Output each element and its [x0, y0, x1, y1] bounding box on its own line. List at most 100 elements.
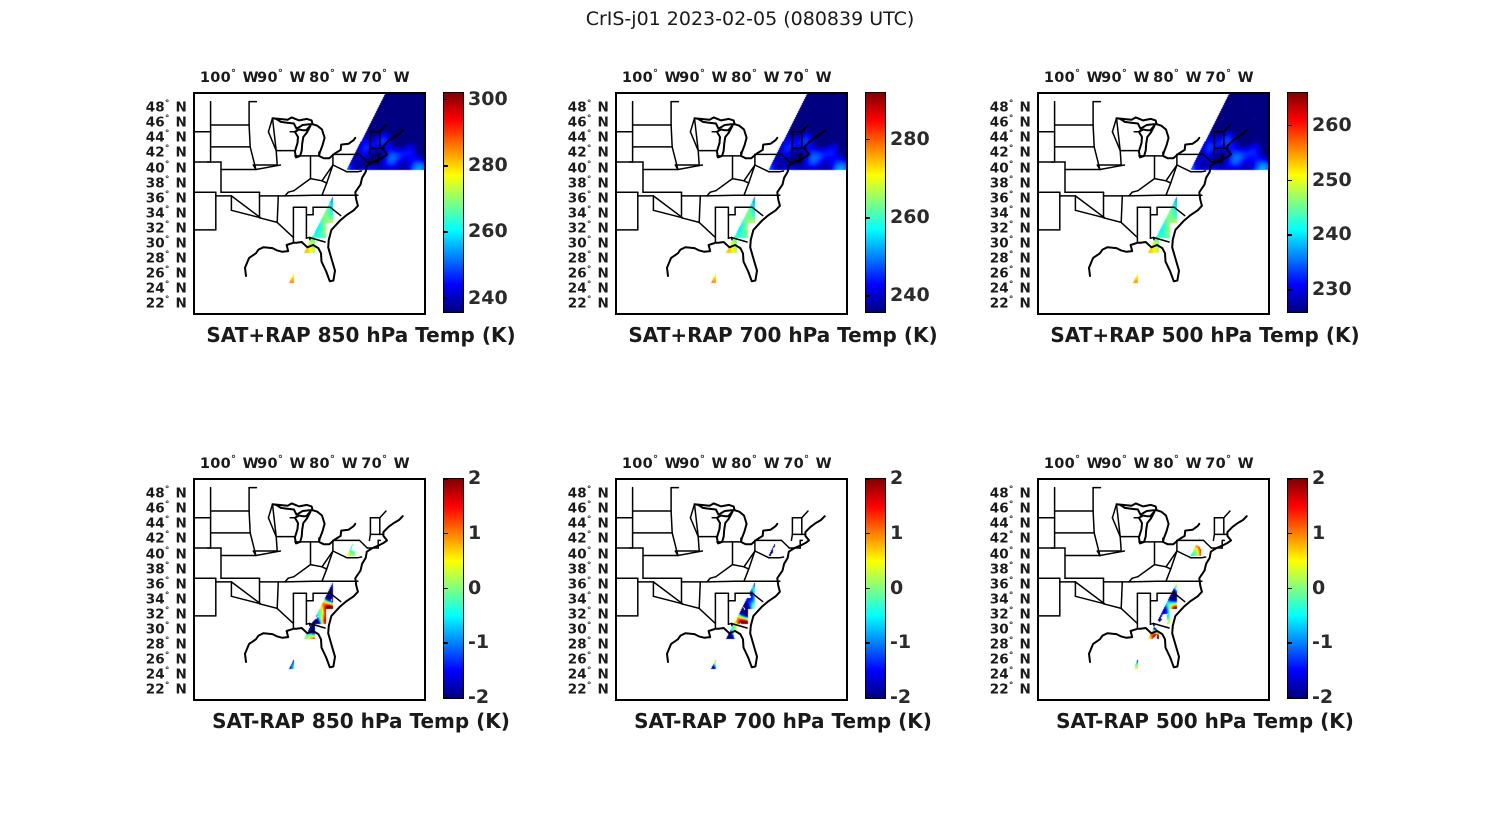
- lat-tick-28N: 28° N: [989, 249, 1031, 267]
- lon-tick-100W: 100° W: [1043, 454, 1103, 472]
- colorbar-nub: [865, 295, 870, 297]
- lat-tick-22N: 22° N: [567, 681, 609, 698]
- lon-tick-labels: 100° W 90° W 80° W 70° W: [615, 68, 844, 88]
- lat-tick-40N: 40° N: [567, 545, 609, 562]
- lon-tick-100W: 100° W: [199, 454, 259, 472]
- lat-tick-24N: 24° N: [989, 666, 1031, 683]
- lat-tick-22N: 22° N: [989, 681, 1031, 698]
- lon-tick-100W: 100° W: [199, 68, 259, 86]
- lon-tick-labels: 100° W 90° W 80° W 70° W: [193, 68, 422, 88]
- figure-title: CrIS-j01 2023-02-05 (080839 UTC): [585, 8, 915, 30]
- temperature-field-canvas: [617, 480, 846, 699]
- colorbar-tick-2: 2: [890, 467, 904, 489]
- lat-tick-34N: 34° N: [567, 590, 609, 608]
- colorbar-tick--1: -1: [1312, 631, 1334, 654]
- panel-sat-rap-diff-500: 100° W 90° W 80° W 70° W 48° N 46° N 44° N 42° …: [985, 440, 1425, 790]
- map-plot-sat-rap-diff-500: [1037, 478, 1270, 701]
- map-boundaries-overlay: [1039, 100, 1248, 283]
- colorbar-tick-260: 260: [468, 220, 508, 243]
- lon-tick-80W: 80° W: [309, 454, 358, 472]
- lon-tick-70W: 70° W: [783, 454, 832, 472]
- lat-tick-30N: 30° N: [567, 234, 609, 252]
- temperature-field-canvas: [617, 94, 846, 313]
- lat-tick-42N: 42° N: [145, 144, 187, 161]
- lat-tick-30N: 30° N: [989, 620, 1031, 638]
- lat-tick-26N: 26° N: [145, 650, 187, 668]
- colorbar-nub: [1287, 642, 1292, 644]
- panel-label-sat-rap-sum-700: SAT+RAP 700 hPa Temp (K): [628, 323, 938, 347]
- lat-tick-42N: 42° N: [567, 530, 609, 547]
- lat-tick-32N: 32° N: [145, 219, 187, 237]
- colorbar-tick-280: 280: [890, 127, 930, 150]
- lat-tick-36N: 36° N: [989, 575, 1031, 592]
- lon-tick-90W: 90° W: [679, 454, 728, 472]
- lat-tick-28N: 28° N: [567, 249, 609, 267]
- lat-tick-48N: 48° N: [567, 484, 609, 502]
- lat-tick-22N: 22° N: [567, 295, 609, 312]
- lon-tick-labels: 100° W 90° W 80° W 70° W: [615, 454, 844, 474]
- colorbar-tick-0: 0: [468, 576, 482, 599]
- colorbar-tick-0: 0: [890, 576, 904, 599]
- colorbar-nub: [865, 532, 870, 535]
- lon-tick-90W: 90° W: [679, 68, 728, 86]
- lat-tick-32N: 32° N: [989, 219, 1031, 237]
- lat-tick-22N: 22° N: [989, 295, 1031, 312]
- colorbar-tick--2: -2: [890, 686, 912, 708]
- temperature-field-canvas: [1039, 480, 1268, 699]
- lat-tick-42N: 42° N: [145, 530, 187, 547]
- lat-tick-44N: 44° N: [567, 515, 609, 532]
- colorbar-tick-2: 2: [468, 467, 482, 489]
- colorbar-nub: [443, 231, 448, 233]
- lat-tick-26N: 26° N: [989, 650, 1031, 668]
- panel-sat-rap-sum-850: 100° W 90° W 80° W 70° W 48° N 46° N 44° N 42° …: [141, 54, 581, 404]
- colorbar-nub: [1287, 289, 1292, 291]
- lat-tick-44N: 44° N: [567, 129, 609, 146]
- colorbar-nub: [443, 165, 448, 167]
- colorbar-tick-240: 240: [468, 286, 508, 309]
- lon-tick-80W: 80° W: [731, 454, 780, 472]
- map-plot-sat-rap-sum-700: [615, 92, 848, 315]
- colorbar-nub: [443, 297, 448, 300]
- lat-tick-38N: 38° N: [989, 560, 1031, 577]
- lat-tick-36N: 36° N: [145, 189, 187, 206]
- lat-tick-40N: 40° N: [567, 159, 609, 176]
- lat-tick-38N: 38° N: [989, 174, 1031, 191]
- lat-tick-28N: 28° N: [145, 249, 187, 267]
- lon-tick-100W: 100° W: [621, 454, 681, 472]
- lon-tick-labels: 100° W 90° W 80° W 70° W: [193, 454, 422, 474]
- lat-tick-46N: 46° N: [567, 499, 609, 517]
- panel-sat-rap-sum-700: 100° W 90° W 80° W 70° W 48° N 46° N 44° N 42° …: [563, 54, 1003, 404]
- panel-sat-rap-diff-700: 100° W 90° W 80° W 70° W 48° N 46° N 44° N 42° …: [563, 440, 1003, 790]
- lat-tick-40N: 40° N: [145, 159, 187, 176]
- lon-tick-90W: 90° W: [257, 68, 306, 86]
- lat-tick-48N: 48° N: [989, 484, 1031, 502]
- lat-tick-24N: 24° N: [145, 280, 187, 297]
- lon-tick-80W: 80° W: [1153, 454, 1202, 472]
- lat-tick-32N: 32° N: [567, 219, 609, 237]
- lon-tick-80W: 80° W: [1153, 68, 1202, 86]
- map-boundaries-overlay: [617, 486, 826, 669]
- colorbar-nub: [443, 478, 448, 480]
- colorbar-nub: [1287, 587, 1292, 589]
- lat-tick-24N: 24° N: [989, 280, 1031, 297]
- colorbar-nub: [443, 532, 448, 535]
- temperature-field-canvas: [195, 94, 424, 313]
- panel-label-sat-rap-diff-850: SAT-RAP 850 hPa Temp (K): [212, 709, 510, 733]
- lon-tick-70W: 70° W: [361, 68, 410, 86]
- lat-tick-44N: 44° N: [989, 515, 1031, 532]
- lat-tick-48N: 48° N: [567, 98, 609, 116]
- lat-tick-42N: 42° N: [567, 144, 609, 161]
- lat-tick-38N: 38° N: [567, 174, 609, 191]
- lat-tick-labels: 48° N 46° N 44° N 42° N 40° N 38° N 36° N 34° N…: [563, 478, 609, 698]
- lat-tick-labels: 48° N 46° N 44° N 42° N 40° N 38° N 36° N 34° N…: [985, 478, 1031, 698]
- lat-tick-44N: 44° N: [145, 129, 187, 146]
- lat-tick-32N: 32° N: [567, 605, 609, 623]
- lat-tick-labels: 48° N 46° N 44° N 42° N 40° N 38° N 36° N 34° N…: [563, 92, 609, 312]
- lat-tick-22N: 22° N: [145, 295, 187, 312]
- lon-tick-70W: 70° W: [783, 68, 832, 86]
- colorbar-tick--2: -2: [468, 686, 490, 708]
- colorbar-tick-250: 250: [1312, 168, 1352, 191]
- panel-sat-rap-sum-500: 100° W 90° W 80° W 70° W 48° N 46° N 44° N 42° …: [985, 54, 1425, 404]
- panel-label-sat-rap-sum-500: SAT+RAP 500 hPa Temp (K): [1050, 323, 1360, 347]
- lat-tick-42N: 42° N: [989, 530, 1031, 547]
